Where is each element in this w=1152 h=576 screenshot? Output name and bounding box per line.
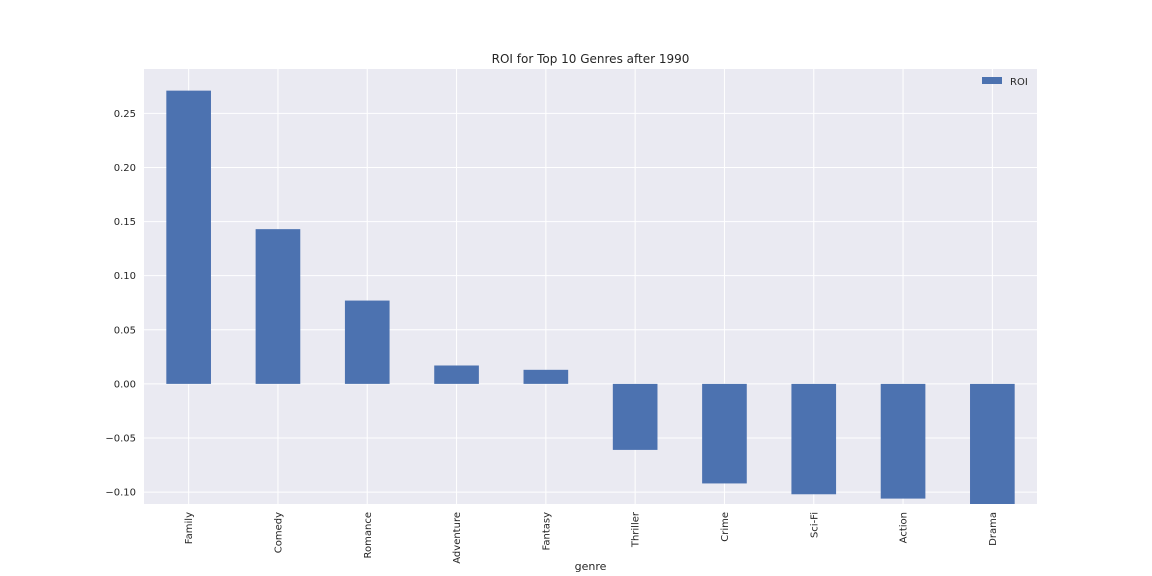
x-tick-label: Family	[184, 512, 195, 544]
x-axis-ticks: Family Comedy Romance Adventure Fantasy Thril…	[184, 511, 999, 564]
bar-drama	[970, 383, 1015, 504]
bar-action	[880, 383, 926, 499]
bar-crime	[702, 383, 747, 484]
x-tick-label: Drama	[988, 512, 999, 546]
bar-sci-fi	[791, 383, 837, 495]
y-tick-label: 0.10	[114, 271, 136, 282]
bar-fantasy	[523, 369, 569, 384]
x-tick-label: Action	[899, 512, 910, 543]
x-axis-label: genre	[575, 560, 607, 573]
legend-label: ROI	[1010, 77, 1028, 88]
x-tick-label: Comedy	[273, 512, 284, 553]
legend-swatch	[982, 77, 1002, 84]
bar-romance	[344, 300, 390, 384]
x-tick-label: Crime	[720, 512, 731, 542]
y-tick-label: 0.05	[114, 325, 136, 336]
bar-adventure	[434, 365, 479, 384]
bar-comedy	[255, 229, 301, 384]
y-tick-label: 0.15	[114, 217, 136, 228]
x-tick-label: Thriller	[631, 511, 642, 548]
x-tick-label: Sci-Fi	[809, 512, 820, 538]
legend: ROI	[982, 77, 1028, 88]
x-tick-label: Fantasy	[541, 512, 552, 551]
bars	[166, 90, 1015, 504]
y-tick-label: 0.20	[114, 163, 136, 174]
y-axis-ticks: −0.10 −0.05 0.00 0.05 0.10 0.15 0.20 0.25	[105, 109, 136, 499]
y-tick-label: −0.10	[105, 488, 136, 499]
y-tick-label: −0.05	[105, 433, 136, 444]
y-tick-label: 0.00	[114, 379, 136, 390]
x-tick-label: Romance	[363, 512, 374, 558]
x-tick-label: Adventure	[452, 512, 463, 564]
chart-title: ROI for Top 10 Genres after 1990	[492, 52, 690, 66]
bar-thriller	[612, 383, 658, 450]
bar-family	[166, 90, 211, 384]
y-tick-label: 0.25	[114, 109, 136, 120]
